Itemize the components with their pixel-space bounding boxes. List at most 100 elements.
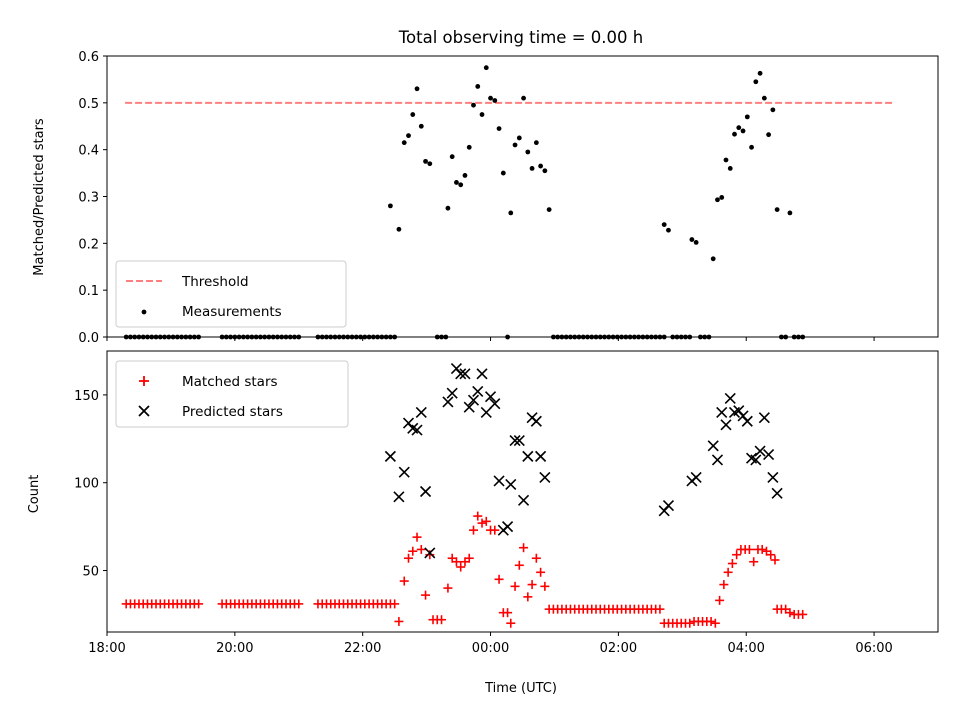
data-point [219,334,225,340]
data-point [383,334,389,340]
data-point [463,401,475,413]
data-point [597,334,603,340]
data-point [538,163,544,169]
data-point [384,450,396,462]
data-point [464,553,474,563]
series-predicted-stars [384,362,783,559]
data-point [458,182,464,188]
y-tick-label: 100 [74,477,99,492]
data-point [533,140,539,146]
data-point [149,334,155,340]
data-point [408,546,418,556]
data-point [778,334,784,340]
data-point [398,466,410,478]
data-point [187,334,193,340]
data-point [715,595,725,605]
data-point [766,550,776,560]
data-point [510,581,520,591]
data-point [324,334,329,340]
data-point [531,553,541,563]
data-point [140,334,146,340]
data-point [689,237,695,242]
data-point [488,95,493,101]
data-point [427,161,433,167]
data-point [262,334,268,340]
data-point [462,173,468,178]
plot-frame [106,350,939,633]
y-tick-label: 150 [74,389,99,404]
data-point [655,604,665,614]
data-point [770,555,780,565]
data-point [132,334,138,340]
data-point [662,499,675,512]
x-tick-label: 06:00 [855,641,892,656]
data-point [727,166,733,171]
data-point [559,334,565,340]
legend-label: Matched stars [182,374,278,390]
data-point [349,334,355,340]
data-point [744,544,754,554]
data-point [375,334,381,340]
data-point [287,334,293,340]
data-point [455,368,467,380]
data-point [710,618,720,628]
data-point [522,450,534,462]
data-point [771,487,783,499]
data-point [550,334,556,340]
y-tick-label: 0.5 [78,97,99,112]
data-point [631,334,637,340]
data-point [279,334,285,340]
data-point [411,424,423,436]
data-point [530,415,542,427]
data-point [702,334,708,340]
data-point [500,170,506,176]
data-point [798,609,808,619]
data-point [370,334,376,340]
data-point [315,334,321,340]
y-tick-label: 0.3 [78,191,99,206]
data-point [240,334,246,340]
data-point [761,95,767,101]
data-point [517,494,530,506]
data-point [446,387,458,399]
data-point [653,334,659,340]
data-point [719,195,725,200]
data-point [785,608,795,618]
data-point [710,256,716,262]
data-point [445,205,451,211]
data-point [800,334,806,340]
data-point [593,334,599,340]
data-point [476,368,488,380]
data-point [750,454,762,466]
data-point [162,334,167,340]
legend-box [115,260,347,328]
data-point [425,550,435,560]
data-point [479,112,485,117]
data-point [477,518,487,528]
data-point [490,525,500,535]
data-point [283,334,289,340]
data-point [419,485,432,498]
data-point [614,334,620,340]
data-point [387,203,393,209]
data-point [791,334,797,340]
data-point [521,95,526,101]
data-point [536,567,546,577]
data-point [404,553,414,563]
data-point [443,334,449,340]
data-point [489,398,501,410]
data-point [493,475,505,487]
data-point [466,144,472,150]
y-tick-label: 0.4 [78,144,99,159]
data-point [232,334,238,340]
legend-swatch [138,405,150,417]
data-point [481,516,491,526]
data-point [519,543,529,553]
data-point [494,574,504,584]
legend-swatch [141,309,147,315]
data-point [527,580,537,590]
data-point [174,334,180,340]
data-point [503,608,513,618]
data-point [644,334,650,340]
